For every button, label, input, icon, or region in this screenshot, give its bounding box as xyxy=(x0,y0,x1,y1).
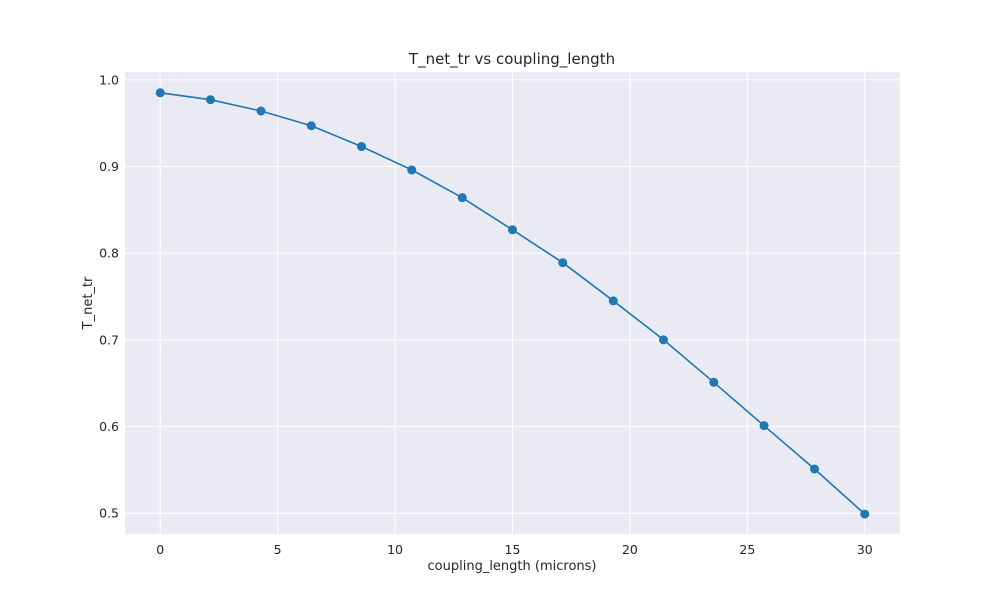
data-point xyxy=(659,335,669,345)
y-tick-label: 0.5 xyxy=(99,506,119,521)
chart-title: T_net_tr vs coupling_length xyxy=(408,50,615,69)
y-tick-label: 0.8 xyxy=(99,246,119,261)
data-point xyxy=(306,121,316,131)
data-point xyxy=(356,142,366,152)
y-tick-label: 0.7 xyxy=(99,332,119,347)
y-tick-label: 1.0 xyxy=(99,72,119,87)
data-point xyxy=(608,296,618,306)
grid-lines xyxy=(125,72,900,534)
data-point xyxy=(407,165,417,175)
data-point xyxy=(759,421,769,431)
data-point xyxy=(860,509,870,519)
data-point xyxy=(155,88,165,98)
x-tick-label: 5 xyxy=(274,542,282,557)
data-point xyxy=(508,225,517,235)
data-point xyxy=(205,95,215,105)
y-tick-label: 0.6 xyxy=(99,419,119,434)
x-axis-label: coupling_length (microns) xyxy=(428,559,597,574)
data-point xyxy=(810,464,820,474)
y-tick-label: 0.9 xyxy=(99,159,119,174)
x-tick-label: 20 xyxy=(622,542,638,557)
y-tick-labels: 0.5 0.6 0.7 0.8 0.9 1.0 xyxy=(99,72,119,520)
y-axis-label: T_net_tr xyxy=(81,276,96,330)
data-point xyxy=(457,193,467,203)
data-point xyxy=(558,258,568,268)
x-tick-label: 25 xyxy=(739,542,755,557)
data-point xyxy=(256,106,266,116)
x-tick-label: 30 xyxy=(857,542,873,557)
x-tick-label: 10 xyxy=(387,542,403,557)
x-tick-label: 0 xyxy=(156,542,164,557)
data-point xyxy=(709,377,719,387)
x-tick-labels: 0 5 10 15 20 25 30 xyxy=(156,542,873,557)
series-layer xyxy=(155,88,870,519)
x-tick-label: 15 xyxy=(505,542,521,557)
